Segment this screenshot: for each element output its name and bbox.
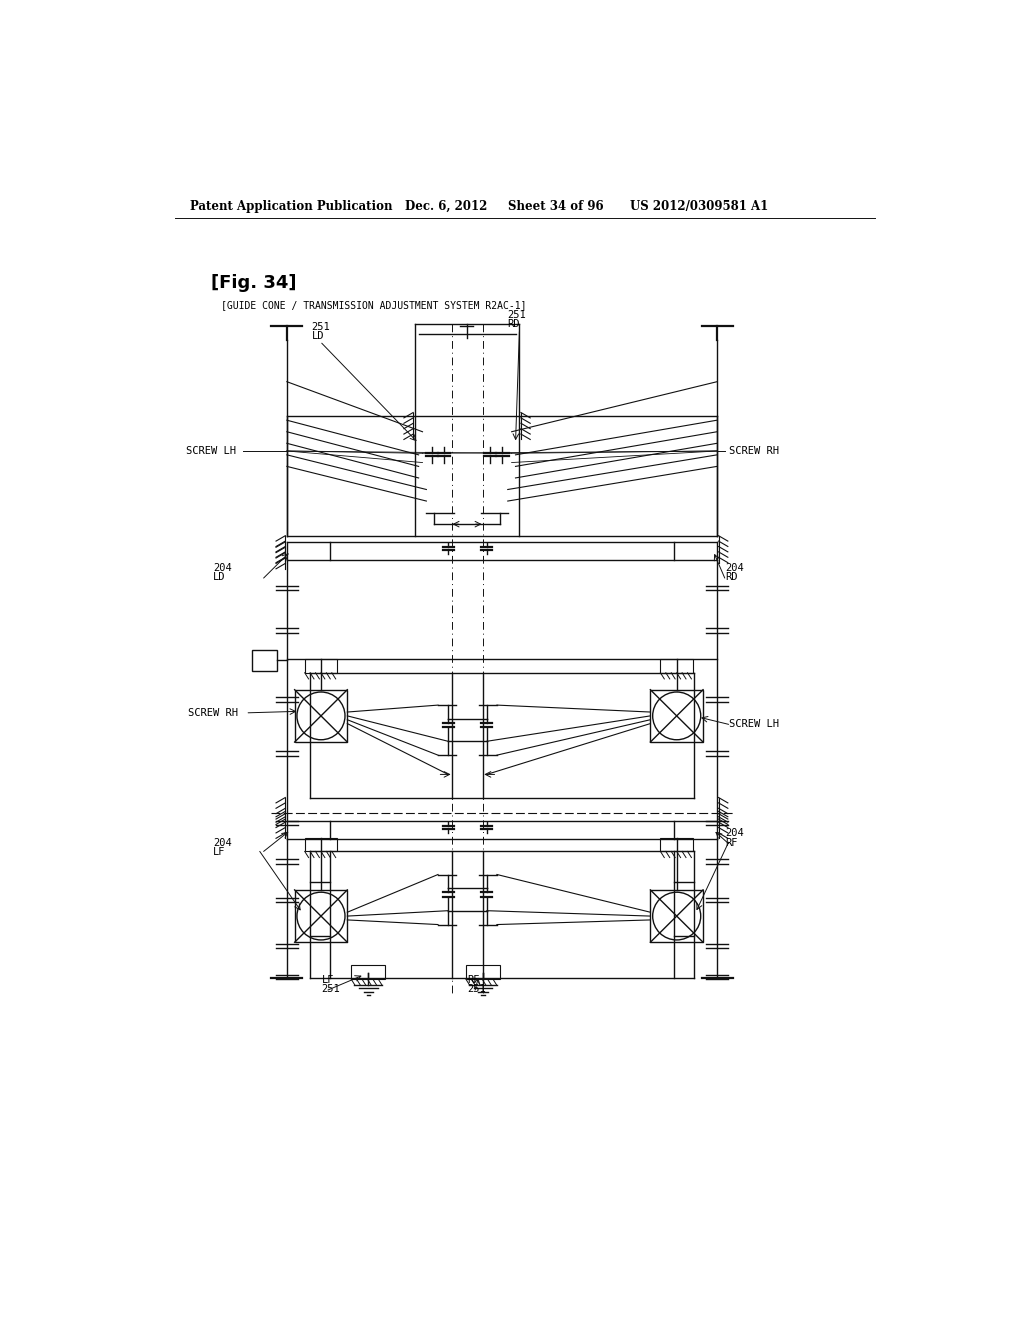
Text: SCREW RH: SCREW RH xyxy=(729,446,778,455)
Text: [Fig. 34]: [Fig. 34] xyxy=(211,275,296,292)
Text: 204: 204 xyxy=(725,562,743,573)
Text: Dec. 6, 2012: Dec. 6, 2012 xyxy=(406,199,487,213)
Bar xyxy=(650,890,703,942)
Text: 251: 251 xyxy=(322,983,341,994)
Bar xyxy=(351,965,385,979)
Text: LF: LF xyxy=(322,974,334,985)
Text: 204: 204 xyxy=(213,838,232,847)
Text: LF: LF xyxy=(213,847,225,857)
Text: [GUIDE CONE / TRANSMISSION ADJUSTMENT SYSTEM R2AC-1]: [GUIDE CONE / TRANSMISSION ADJUSTMENT SY… xyxy=(221,300,526,310)
Text: RF: RF xyxy=(467,974,480,985)
Bar xyxy=(466,965,500,979)
Text: US 2012/0309581 A1: US 2012/0309581 A1 xyxy=(630,199,768,213)
Bar xyxy=(305,838,337,851)
Bar xyxy=(295,890,347,942)
Text: 251: 251 xyxy=(467,983,486,994)
Text: RD: RD xyxy=(508,319,520,330)
Text: 251: 251 xyxy=(311,322,331,331)
Text: SCREW RH: SCREW RH xyxy=(188,708,239,718)
Text: 204: 204 xyxy=(725,829,743,838)
Bar xyxy=(252,649,276,671)
Text: 204: 204 xyxy=(213,562,232,573)
Text: RD: RD xyxy=(725,572,737,582)
Text: SCREW LH: SCREW LH xyxy=(186,446,237,455)
Text: LD: LD xyxy=(311,331,325,341)
Bar xyxy=(660,838,693,851)
Bar xyxy=(660,659,693,673)
Text: RF: RF xyxy=(725,838,737,847)
Text: SCREW LH: SCREW LH xyxy=(729,719,778,730)
Text: 251: 251 xyxy=(508,310,526,321)
Text: Patent Application Publication: Patent Application Publication xyxy=(190,199,392,213)
Text: LD: LD xyxy=(213,572,225,582)
Bar xyxy=(295,689,347,742)
Bar xyxy=(650,689,703,742)
Text: Sheet 34 of 96: Sheet 34 of 96 xyxy=(508,199,603,213)
Bar xyxy=(305,659,337,673)
